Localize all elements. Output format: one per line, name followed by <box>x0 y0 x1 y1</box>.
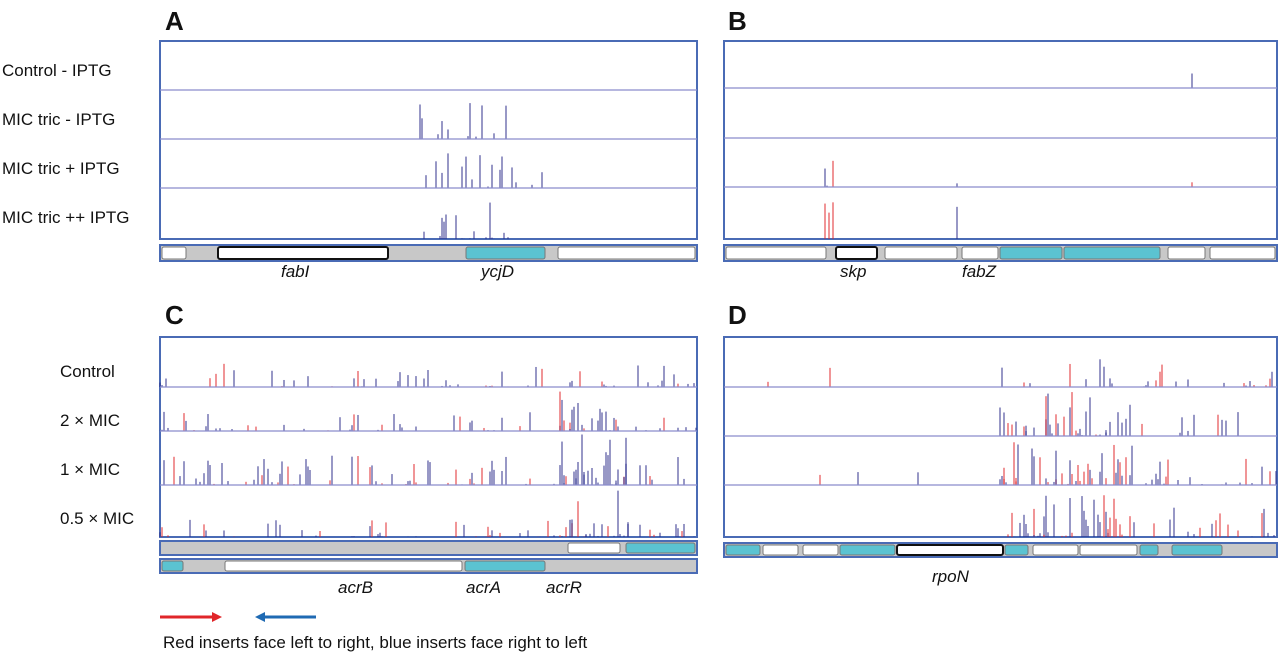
panel-letter-d: D <box>728 300 747 330</box>
gene-box <box>1167 246 1206 260</box>
gene-label: acrB <box>338 578 373 597</box>
row-label: MIC tric + IPTG <box>2 159 120 178</box>
blue-arrow-head <box>255 612 265 622</box>
track-panel-frame <box>723 336 1278 538</box>
gene-box <box>557 246 696 260</box>
gene-box <box>161 246 187 260</box>
gene-box <box>725 544 761 556</box>
gene-box <box>625 542 696 554</box>
row-label: 2 × MIC <box>60 411 120 430</box>
gene-box <box>217 246 389 260</box>
track-panel-frame <box>723 40 1278 240</box>
gene-box <box>1032 544 1079 556</box>
track-panel-frame <box>159 40 698 240</box>
gene-box <box>161 560 184 572</box>
gene-box <box>1171 544 1223 556</box>
gene-box <box>465 246 546 260</box>
gene-box <box>1004 544 1029 556</box>
gene-box <box>1209 246 1276 260</box>
row-label: Control - IPTG <box>2 61 112 80</box>
panel-letter-b: B <box>728 6 747 36</box>
panel-letter-a: A <box>165 6 184 36</box>
row-label: MIC tric - IPTG <box>2 110 116 129</box>
gene-box <box>884 246 958 260</box>
gene-box <box>802 544 839 556</box>
gene-box <box>567 542 621 554</box>
gene-label: acrA <box>466 578 501 597</box>
gene-track <box>159 540 698 556</box>
gene-box <box>1139 544 1159 556</box>
gene-box <box>762 544 799 556</box>
gene-label: skp <box>840 262 867 281</box>
gene-label: acrR <box>546 578 582 597</box>
gene-box <box>464 560 546 572</box>
gene-label: rpoN <box>932 567 969 586</box>
red-arrow-head <box>212 612 222 622</box>
legend-caption: Red inserts face left to right, blue ins… <box>163 633 588 652</box>
gene-box <box>961 246 999 260</box>
row-label: Control <box>60 362 115 381</box>
gene-label: fabZ <box>962 262 997 281</box>
gene-box <box>1079 544 1138 556</box>
panel-letter-c: C <box>165 300 184 330</box>
row-label: 1 × MIC <box>60 460 120 479</box>
row-label: MIC tric ++ IPTG <box>2 208 130 227</box>
gene-label: fabI <box>281 262 310 281</box>
gene-box <box>224 560 463 572</box>
gene-label: ycjD <box>481 262 515 281</box>
gene-box <box>999 246 1063 260</box>
row-label: 0.5 × MIC <box>60 509 135 528</box>
gene-box <box>725 246 827 260</box>
gene-box <box>1063 246 1161 260</box>
gene-box <box>839 544 896 556</box>
gene-box <box>896 544 1004 556</box>
track-panel-frame <box>159 336 698 538</box>
gene-box <box>835 246 878 260</box>
